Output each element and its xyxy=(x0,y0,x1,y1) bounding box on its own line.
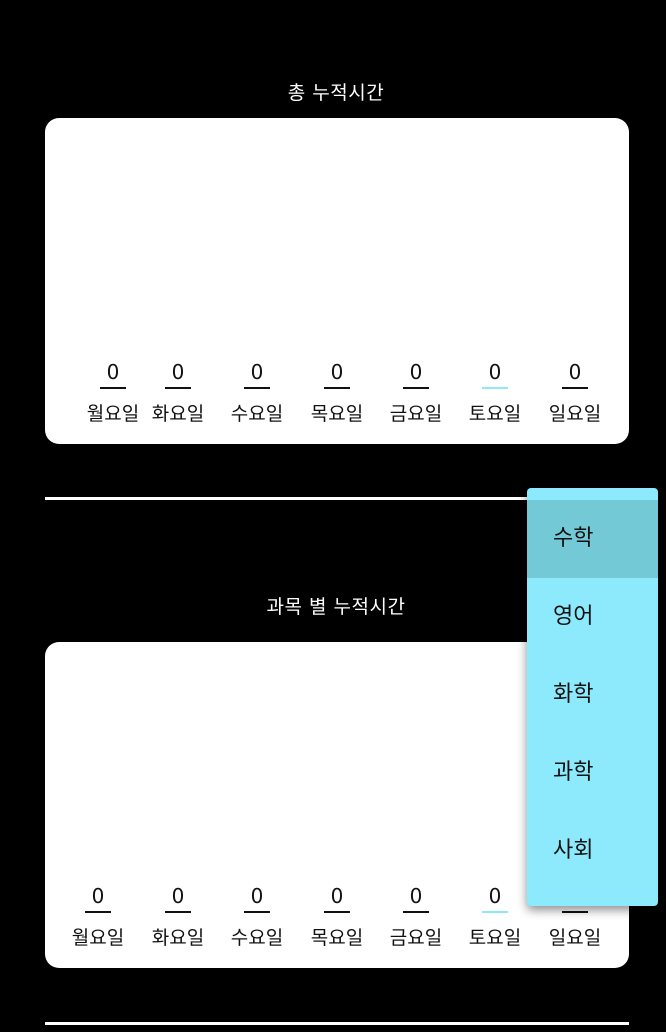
day-value: 0 xyxy=(409,884,423,908)
dropdown-option-chemistry[interactable]: 화학 xyxy=(553,682,594,707)
day-value: 0 xyxy=(409,360,423,384)
day-label: 화요일 xyxy=(151,403,205,425)
day-label: 목요일 xyxy=(310,927,364,949)
section-divider xyxy=(45,1022,629,1025)
day-value: 0 xyxy=(330,360,344,384)
day-underline xyxy=(562,911,588,913)
day-value: 0 xyxy=(568,360,582,384)
dropdown-option-english[interactable]: 영어 xyxy=(553,604,594,629)
total-day-thu: 0 목요일 xyxy=(307,359,367,426)
day-value: 0 xyxy=(91,884,105,908)
day-value: 0 xyxy=(250,884,264,908)
day-label: 토요일 xyxy=(468,927,522,949)
day-underline xyxy=(403,911,429,913)
day-value: 0 xyxy=(330,884,344,908)
day-underline xyxy=(165,911,191,913)
dropdown-option-science[interactable]: 과학 xyxy=(553,760,594,785)
day-label: 수요일 xyxy=(230,927,284,949)
day-underline xyxy=(165,387,191,389)
day-label: 일요일 xyxy=(548,927,602,949)
subject-day-fri: 0 금요일 xyxy=(386,883,446,950)
day-label: 화요일 xyxy=(151,927,205,949)
day-underline xyxy=(482,387,508,389)
day-label: 토요일 xyxy=(468,403,522,425)
day-label: 일요일 xyxy=(548,403,602,425)
day-underline xyxy=(403,387,429,389)
day-underline xyxy=(482,911,508,913)
day-label: 금요일 xyxy=(389,927,443,949)
total-time-title: 총 누적시간 xyxy=(287,82,385,104)
total-day-fri: 0 금요일 xyxy=(386,359,446,426)
total-day-sat: 0 토요일 xyxy=(465,359,525,426)
total-day-sun: 0 일요일 xyxy=(545,359,605,426)
subject-day-wed: 0 수요일 xyxy=(227,883,287,950)
section-divider xyxy=(45,497,629,500)
day-underline xyxy=(244,387,270,389)
day-underline xyxy=(85,911,111,913)
day-underline xyxy=(244,911,270,913)
day-label: 수요일 xyxy=(230,403,284,425)
day-underline xyxy=(562,387,588,389)
total-day-tue: 0 화요일 xyxy=(148,359,208,426)
day-value: 0 xyxy=(171,884,185,908)
subject-day-sat: 0 토요일 xyxy=(465,883,525,950)
subject-day-tue: 0 화요일 xyxy=(148,883,208,950)
day-value: 0 xyxy=(106,360,120,384)
day-label: 금요일 xyxy=(389,403,443,425)
day-underline xyxy=(100,387,126,389)
day-label: 월요일 xyxy=(71,927,125,949)
day-label: 목요일 xyxy=(310,403,364,425)
day-underline xyxy=(324,387,350,389)
day-value: 0 xyxy=(250,360,264,384)
subject-day-mon: 0 월요일 xyxy=(68,883,128,950)
dropdown-option-social[interactable]: 사회 xyxy=(553,838,594,863)
dropdown-option-math[interactable]: 수학 xyxy=(527,500,658,578)
total-day-wed: 0 수요일 xyxy=(227,359,287,426)
subject-day-thu: 0 목요일 xyxy=(307,883,367,950)
day-label: 월요일 xyxy=(86,403,140,425)
day-value: 0 xyxy=(171,360,185,384)
day-value: 0 xyxy=(488,360,502,384)
total-time-card: 0 월요일 0 화요일 0 수요일 0 목요일 0 금요일 0 토요일 xyxy=(45,118,629,444)
total-day-mon: 0 월요일 xyxy=(83,359,143,426)
day-value: 0 xyxy=(488,884,502,908)
subject-dropdown-menu[interactable]: 수학 영어 화학 과학 사회 xyxy=(527,488,658,906)
subject-time-title: 과목 별 누적시간 xyxy=(266,596,406,618)
day-underline xyxy=(324,911,350,913)
